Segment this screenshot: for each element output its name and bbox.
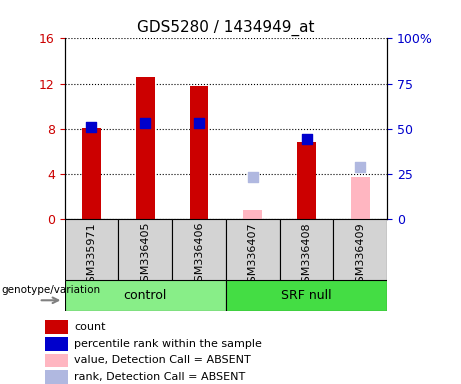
Text: GSM335971: GSM335971 (86, 222, 96, 290)
Bar (45, 354, 68, 367)
Text: GSM336407: GSM336407 (248, 222, 258, 290)
Point (142, 120, 149, 126)
Bar (226, 219, 280, 280)
Point (88, 124, 95, 130)
Point (249, 174, 256, 180)
Bar (333, 219, 387, 280)
Bar (226, 280, 387, 311)
Bar (189, 86, 208, 219)
Bar (136, 77, 154, 219)
Text: GSM336405: GSM336405 (140, 222, 150, 290)
Bar (45, 370, 68, 384)
Text: count: count (74, 322, 106, 332)
Point (357, 164, 364, 170)
Text: genotype/variation: genotype/variation (1, 285, 100, 295)
Bar (243, 210, 262, 219)
Bar (45, 337, 68, 351)
Point (303, 136, 310, 142)
Bar (82, 127, 101, 219)
Title: GDS5280 / 1434949_at: GDS5280 / 1434949_at (137, 20, 315, 36)
Bar (280, 219, 333, 280)
Bar (172, 219, 226, 280)
Text: GSM336409: GSM336409 (355, 222, 366, 290)
Text: GSM336406: GSM336406 (194, 222, 204, 290)
Text: SRF null: SRF null (281, 289, 332, 302)
Text: GSM336408: GSM336408 (301, 222, 312, 290)
Point (195, 120, 203, 126)
Text: percentile rank within the sample: percentile rank within the sample (74, 339, 262, 349)
Bar (45, 320, 68, 334)
Text: control: control (124, 289, 167, 302)
Bar (297, 142, 316, 219)
Text: rank, Detection Call = ABSENT: rank, Detection Call = ABSENT (74, 372, 245, 382)
Bar (351, 177, 370, 219)
Bar (118, 219, 172, 280)
Bar (65, 280, 226, 311)
Bar (65, 219, 118, 280)
Text: value, Detection Call = ABSENT: value, Detection Call = ABSENT (74, 356, 251, 366)
